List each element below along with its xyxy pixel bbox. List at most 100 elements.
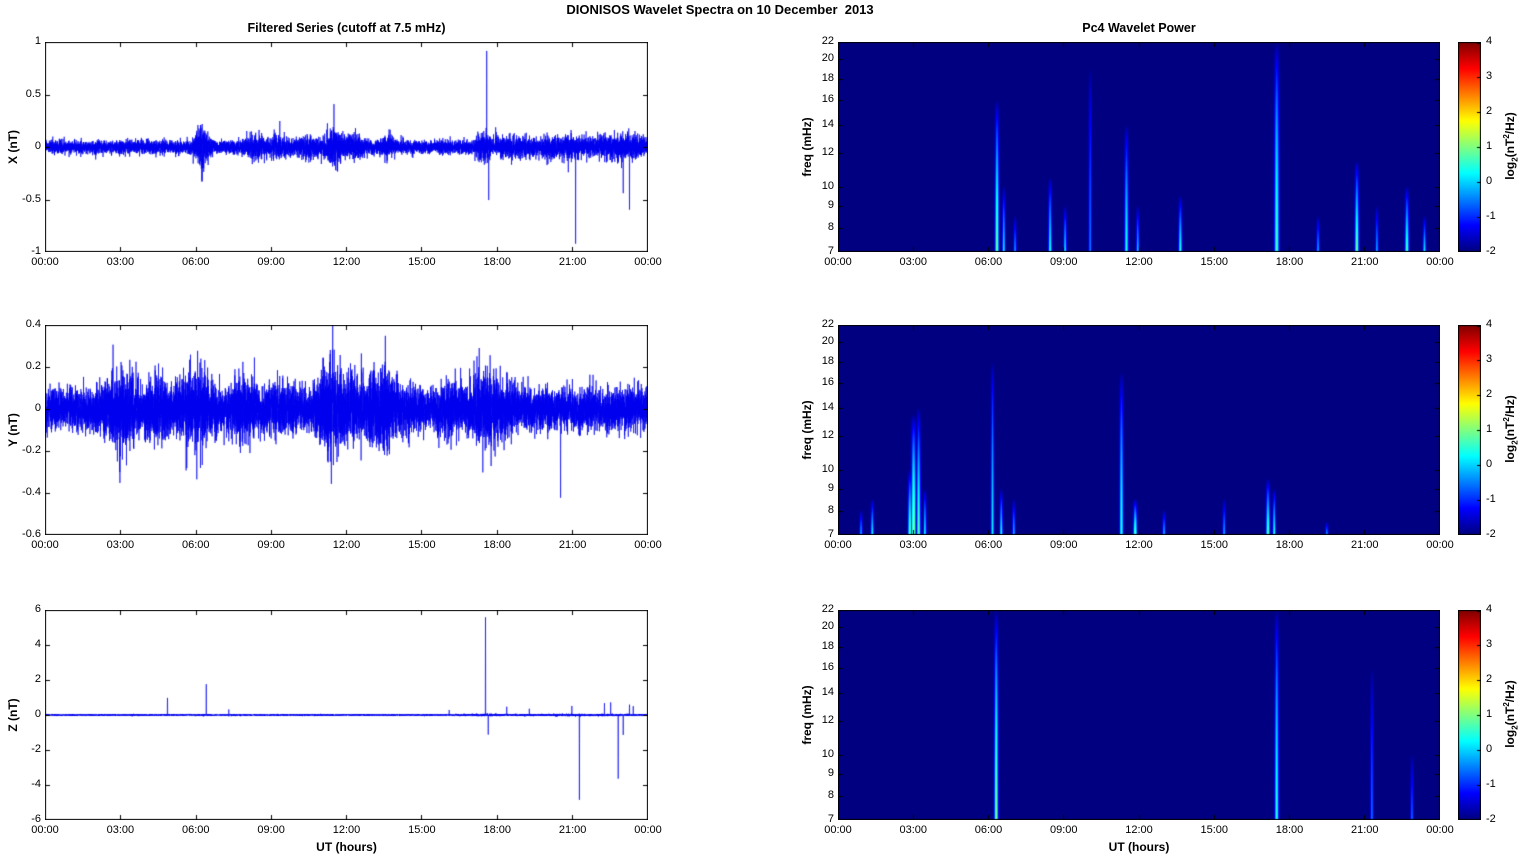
colorbar-canvas: [1458, 325, 1481, 535]
y-tick-label: 0.4: [25, 318, 41, 330]
y-tick-label: 14: [821, 685, 834, 698]
y-tick-label: -0.4: [22, 486, 41, 498]
x-tick-label: 03:00: [106, 256, 135, 268]
x-tick-label: 12:00: [1125, 824, 1153, 836]
y-tick-label: 8: [827, 503, 834, 516]
y-tick-label: -0.5: [22, 192, 41, 205]
y-tick-label: 18: [821, 354, 834, 367]
plot-canvas-z-filtered-series: [45, 610, 648, 820]
y-tick-label: 20: [821, 620, 834, 633]
y-tick-label: 18: [821, 71, 834, 84]
plot-canvas-y-filtered-series: [45, 325, 648, 535]
y-tick-label: -6: [31, 813, 41, 825]
y-tick-label: 4: [34, 638, 41, 650]
y-tick-label: 8: [827, 788, 834, 801]
colorbar-tick-label: 2: [1486, 105, 1493, 117]
colorbar-tick-label: 0: [1486, 458, 1493, 470]
y-tick-label: -1: [31, 245, 41, 257]
x-tick-label: 12:00: [332, 539, 361, 551]
x-axis-label: UT (hours): [1108, 840, 1170, 854]
x-tick-label: 00:00: [634, 824, 662, 836]
colorbar-canvas: [1458, 610, 1481, 820]
colorbar-tick-label: -1: [1486, 493, 1496, 505]
spectrogram-canvas-x-wavelet-power: [838, 42, 1440, 252]
colorbar-tick-label: -1: [1486, 778, 1496, 790]
y-tick-label: 14: [821, 117, 834, 130]
x-tick-label: 03:00: [106, 824, 135, 836]
y-axis-label: X (nT): [6, 130, 20, 164]
x-tick-label: 00:00: [31, 824, 59, 836]
spectrogram-canvas-y-wavelet-power: [838, 325, 1440, 535]
y-tick-label: 6: [34, 603, 41, 615]
x-tick-label: 15:00: [1200, 539, 1229, 551]
y-tick-label: 0.5: [25, 87, 41, 100]
x-tick-label: 15:00: [1200, 824, 1229, 836]
colorbar-tick-label: 4: [1486, 318, 1493, 330]
x-tick-label: 06:00: [974, 256, 1003, 268]
x-tick-label: 12:00: [1125, 539, 1153, 551]
right-column-title: Pc4 Wavelet Power: [1082, 21, 1196, 35]
colorbar-tick-label: -2: [1486, 813, 1496, 825]
colorbar-tick-label: -2: [1486, 245, 1496, 257]
y-tick-label: 7: [827, 245, 834, 257]
x-axis-label: UT (hours): [316, 840, 377, 854]
x-tick-label: 15:00: [408, 824, 436, 836]
x-tick-label: 00:00: [634, 539, 662, 551]
x-tick-label: 00:00: [634, 256, 662, 268]
y-axis-label: freq (mHz): [800, 400, 814, 460]
x-tick-label: 21:00: [558, 539, 587, 551]
y-tick-label: 9: [827, 481, 834, 494]
x-tick-label: 06:00: [181, 256, 210, 268]
colorbar-tick-label: 4: [1486, 603, 1493, 615]
x-tick-label: 21:00: [1350, 256, 1379, 268]
colorbar-tick-label: 0: [1486, 175, 1493, 187]
x-tick-label: 09:00: [1049, 824, 1078, 836]
x-tick-label: 18:00: [483, 824, 512, 836]
y-tick-label: 0: [34, 140, 41, 152]
colorbar-tick-label: 0: [1486, 743, 1493, 755]
colorbar-tick-label: 1: [1486, 708, 1493, 720]
plot-canvas-x-filtered-series: [45, 42, 648, 252]
colorbar-tick-label: -1: [1486, 210, 1496, 222]
y-tick-label: 14: [821, 400, 834, 413]
colorbar-tick-label: 3: [1486, 70, 1493, 82]
y-tick-label: -0.6: [22, 528, 41, 540]
x-tick-label: 03:00: [899, 824, 928, 836]
y-filtered-series-panel: 00:00 03:00 06:00 09:00 12:00 15:00 18:00 21:00…: [6, 318, 662, 551]
y-tick-label: 10: [821, 462, 834, 475]
x-tick-label: 15:00: [408, 256, 436, 268]
colorbar-tick-label: 4: [1486, 35, 1493, 47]
colorbar-tick-label: 2: [1486, 388, 1493, 400]
x-tick-label: 21:00: [1350, 824, 1379, 836]
x-tick-label: 00:00: [824, 256, 852, 268]
x-tick-label: 00:00: [1426, 256, 1454, 268]
y-axis-label: Y (nT): [6, 413, 20, 447]
y-tick-label: 20: [821, 52, 834, 65]
x-tick-label: 03:00: [899, 539, 928, 551]
y-tick-label: 12: [821, 146, 834, 159]
y-axis-label: freq (mHz): [800, 685, 814, 745]
x-tick-label: 18:00: [483, 539, 512, 551]
x-tick-label: 09:00: [257, 824, 285, 836]
y-tick-label: 10: [821, 747, 834, 760]
x-filtered-series-panel: 00:00 03:00 06:00 09:00 12:00 15:00 18:00 21:00…: [6, 35, 662, 268]
y-axis-label: freq (mHz): [800, 117, 814, 177]
y-tick-label: 0: [34, 402, 41, 414]
colorbar-canvas: [1458, 42, 1481, 252]
y-tick-label: 12: [821, 714, 834, 727]
colorbar-tick-label: 2: [1486, 673, 1493, 685]
y-tick-label: -0.2: [22, 444, 41, 456]
x-tick-label: 06:00: [181, 539, 210, 551]
x-tick-label: 09:00: [257, 256, 285, 268]
x-tick-label: 00:00: [31, 539, 59, 551]
x-tick-label: 18:00: [483, 256, 512, 268]
y-tick-label: 7: [827, 813, 834, 825]
y-tick-label: 0: [34, 708, 41, 720]
x-tick-label: 18:00: [1275, 256, 1304, 268]
x-tick-label: 12:00: [1125, 256, 1153, 268]
colorbar-tick-label: -2: [1486, 528, 1496, 540]
y-tick-label: 0.2: [25, 360, 41, 372]
x-tick-label: 15:00: [408, 539, 436, 551]
x-tick-label: 09:00: [1049, 256, 1078, 268]
